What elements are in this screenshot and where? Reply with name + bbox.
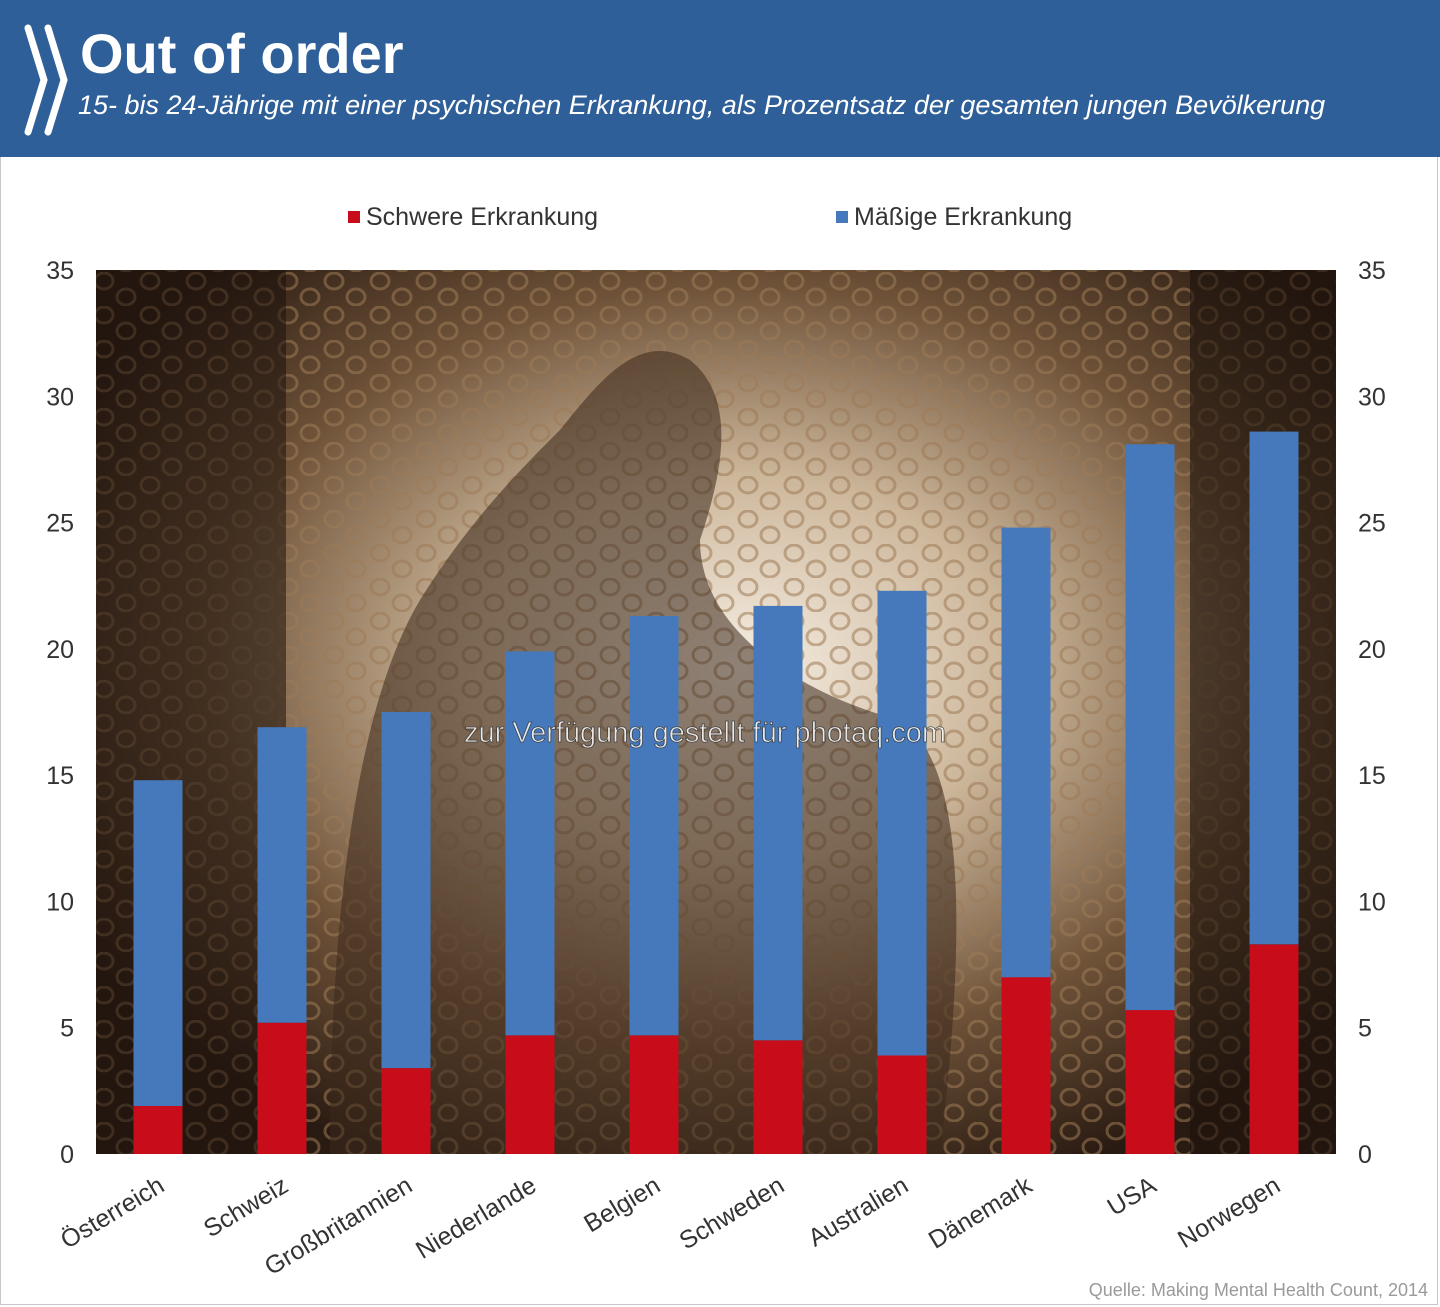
bar-moderate (629, 616, 679, 1036)
oecd-logo-icon (24, 24, 68, 136)
watermark-text: zur Verfügung gestellt für photaq.com (464, 717, 946, 749)
legend-label: Schwere Erkrankung (366, 203, 598, 231)
y-axis-left: 0 5 10 15 20 25 30 35 (46, 257, 74, 1169)
chart-header: Out of order 15- bis 24-Jährige mit eine… (0, 0, 1440, 157)
y-tick-label-right: 10 (1358, 888, 1386, 916)
y-tick-label-left: 5 (60, 1015, 74, 1043)
y-tick-label-left: 25 (46, 510, 74, 538)
y-tick-label-right: 25 (1358, 510, 1386, 538)
bar-severe (753, 1040, 803, 1154)
bar-moderate (381, 712, 431, 1069)
x-tick-label: Dänemark (924, 1171, 1038, 1255)
bar-moderate (257, 727, 307, 1023)
x-tick-label: Österreich (56, 1171, 169, 1254)
y-tick-label-right: 30 (1358, 383, 1386, 411)
bar-moderate (1249, 431, 1299, 945)
y-axis-right: 0 5 10 15 20 25 30 35 (1358, 257, 1386, 1169)
source-note: Quelle: Making Mental Health Count, 2014 (1088, 1280, 1428, 1300)
chart-subtitle: 15- bis 24-Jährige mit einer psychischen… (78, 90, 1326, 120)
bar-moderate (877, 590, 927, 1056)
chart-frame (0, 157, 1438, 1305)
x-tick-label: Schweiz (199, 1171, 293, 1243)
bar-moderate (753, 605, 803, 1041)
bar-severe (257, 1022, 307, 1154)
x-tick-label: Schweden (675, 1171, 789, 1255)
x-tick-label: Norwegen (1173, 1171, 1285, 1254)
y-tick-label-left: 20 (46, 636, 74, 664)
bar-moderate (1125, 444, 1175, 1011)
y-tick-label-right: 20 (1358, 636, 1386, 664)
bar-severe (877, 1055, 927, 1154)
y-tick-label-left: 10 (46, 888, 74, 916)
bar-severe (505, 1035, 555, 1154)
x-tick-label: Niederlande (411, 1171, 541, 1264)
x-tick-label: Belgien (579, 1171, 665, 1238)
y-tick-label-right: 35 (1358, 257, 1386, 285)
bar-severe (381, 1068, 431, 1154)
bars-group (133, 431, 1299, 1154)
bar-moderate (1001, 527, 1051, 978)
x-axis-labels: Österreich SchweizGroßbritannienNiederlan… (56, 1171, 1285, 1281)
bar-severe (133, 1106, 183, 1154)
bar-severe (1249, 944, 1299, 1154)
chart-title: Out of order (80, 22, 404, 85)
bar-severe (629, 1035, 679, 1154)
legend-label: Mäßige Erkrankung (854, 203, 1072, 231)
chart-legend: Schwere Erkrankung Mäßige Erkrankung (348, 203, 1072, 231)
bar-severe (1001, 977, 1051, 1154)
bar-moderate (505, 651, 555, 1036)
y-tick-label-left: 35 (46, 257, 74, 285)
y-tick-label-right: 5 (1358, 1015, 1372, 1043)
x-tick-label: USA (1103, 1171, 1162, 1222)
y-tick-label-left: 0 (60, 1141, 74, 1169)
x-tick-label: Australien (803, 1171, 913, 1252)
bar-severe (1125, 1010, 1175, 1154)
y-tick-label-left: 30 (46, 383, 74, 411)
legend-swatch (348, 211, 360, 223)
y-tick-label-right: 15 (1358, 762, 1386, 790)
y-tick-label-left: 15 (46, 762, 74, 790)
y-tick-label-right: 0 (1358, 1141, 1372, 1169)
bar-moderate (133, 780, 183, 1106)
legend-swatch (836, 211, 848, 223)
